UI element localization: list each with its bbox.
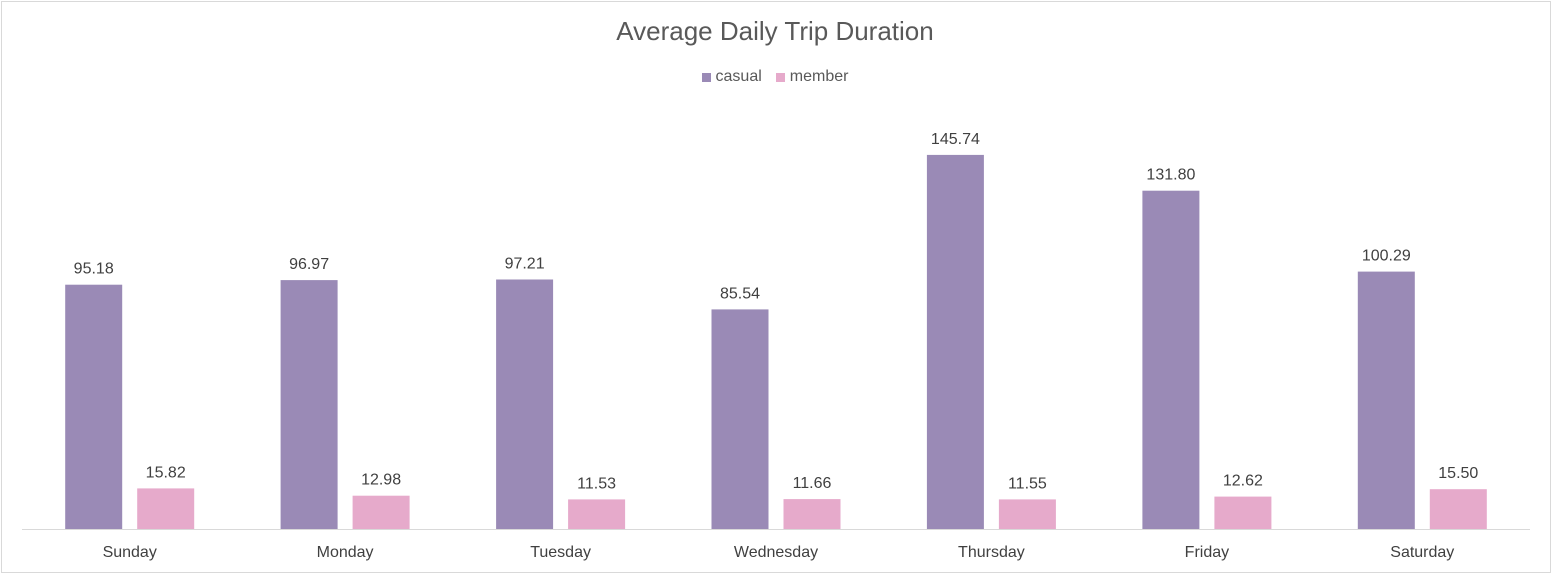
data-label-casual-sunday: 95.18 xyxy=(74,261,114,278)
data-label-casual-monday: 96.97 xyxy=(289,256,329,273)
chart-legend: casual member xyxy=(0,68,1550,86)
legend-swatch-member xyxy=(775,72,785,82)
data-label-casual-saturday: 100.29 xyxy=(1362,248,1411,265)
x-tick-label-thursday: Thursday xyxy=(958,544,1025,561)
x-tick-label-saturday: Saturday xyxy=(1390,544,1454,561)
data-label-member-monday: 12.98 xyxy=(361,472,401,489)
bar-member-thursday xyxy=(998,499,1056,529)
bar-member-saturday xyxy=(1429,489,1487,529)
bar-member-friday xyxy=(1214,496,1272,529)
data-label-member-saturday: 15.50 xyxy=(1438,465,1478,482)
bar-casual-wednesday xyxy=(711,309,769,529)
bar-casual-friday xyxy=(1142,190,1200,529)
bars-group xyxy=(65,154,1487,529)
legend-item-casual: casual xyxy=(701,68,762,86)
x-tick-label-tuesday: Tuesday xyxy=(530,544,591,561)
data-label-casual-tuesday: 97.21 xyxy=(505,256,545,273)
x-tick-label-wednesday: Wednesday xyxy=(734,544,818,561)
x-tick-label-sunday: Sunday xyxy=(103,544,157,561)
bar-casual-tuesday xyxy=(496,279,554,529)
legend-label-member: member xyxy=(789,68,849,85)
bar-member-sunday xyxy=(137,488,195,529)
data-label-member-sunday: 15.82 xyxy=(146,464,186,481)
bar-casual-monday xyxy=(280,280,338,529)
data-label-member-tuesday: 11.53 xyxy=(577,475,616,492)
data-label-casual-wednesday: 85.54 xyxy=(720,285,760,302)
data-labels-group: 95.18 15.82 96.97 12.98 97.21 11.53 85.54 11.66… xyxy=(74,131,1479,493)
data-label-member-thursday: 11.55 xyxy=(1008,475,1047,492)
bar-casual-saturday xyxy=(1357,271,1415,529)
data-label-member-friday: 12.62 xyxy=(1223,473,1263,490)
x-axis: Sunday Monday Tuesday Wednesday Thursday Frid… xyxy=(22,529,1530,561)
legend-item-member: member xyxy=(775,68,849,86)
legend-label-casual: casual xyxy=(715,68,762,85)
bar-casual-thursday xyxy=(926,154,984,529)
x-tick-label-monday: Monday xyxy=(317,544,374,561)
chart-title: Average Daily Trip Duration xyxy=(616,16,934,46)
bar-member-wednesday xyxy=(783,499,841,529)
x-tick-label-friday: Friday xyxy=(1185,544,1229,561)
data-label-casual-friday: 131.80 xyxy=(1146,167,1195,184)
bar-casual-sunday xyxy=(65,284,123,529)
legend-swatch-casual xyxy=(701,72,711,82)
data-label-member-wednesday: 11.66 xyxy=(793,475,832,492)
bar-member-monday xyxy=(352,495,410,529)
data-label-casual-thursday: 145.74 xyxy=(931,131,980,148)
bar-member-tuesday xyxy=(568,499,626,529)
